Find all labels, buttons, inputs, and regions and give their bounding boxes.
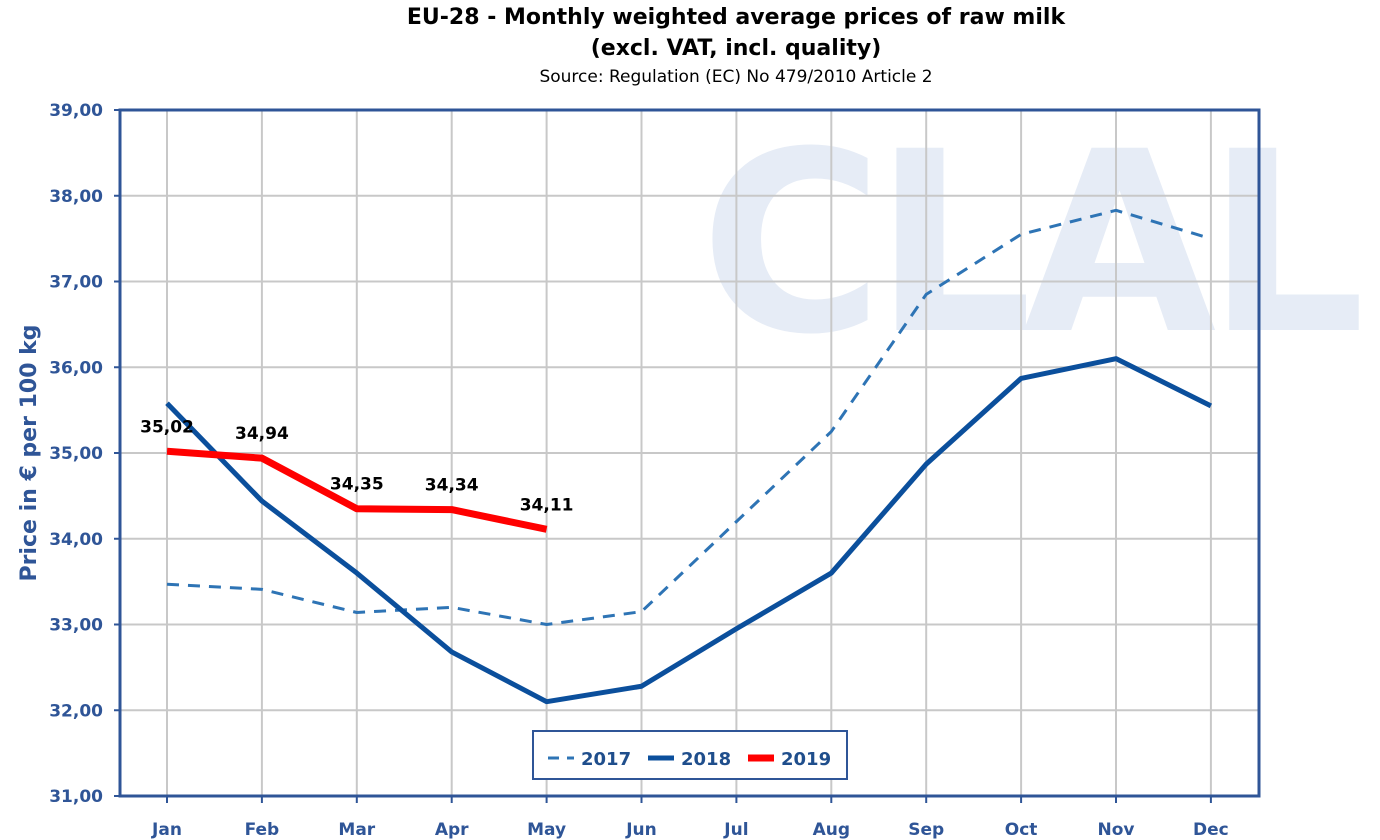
y-tick-label: 34,00 <box>49 530 103 550</box>
chart-title-line1: EU-28 - Monthly weighted average prices … <box>407 5 1067 30</box>
data-label: 34,11 <box>520 495 574 515</box>
legend-label-2018: 2018 <box>681 749 731 770</box>
y-tick-label: 37,00 <box>49 273 103 293</box>
legend-box <box>532 730 848 780</box>
x-tick-label: May <box>527 820 566 840</box>
chart-subtitle: Source: Regulation (EC) No 479/2010 Arti… <box>539 67 932 87</box>
x-tick-label: Feb <box>245 820 280 840</box>
legend-label-2019: 2019 <box>781 749 831 770</box>
data-label: 34,94 <box>235 424 289 444</box>
y-axis: 31,00 32,00 33,00 34,00 35,00 36,00 37,00 38,00… <box>49 101 120 807</box>
x-tick-label: Jan <box>151 820 182 840</box>
series-line-2019 <box>166 447 548 533</box>
y-tick-label: 32,00 <box>49 701 103 721</box>
legend: 2017 2018 2019 <box>532 730 848 780</box>
x-tick-label: Dec <box>1193 820 1229 840</box>
series-layer <box>165 208 1213 705</box>
x-tick-label: Jun <box>625 820 657 840</box>
data-labels: 35,02 34,94 34,35 34,34 34,11 <box>140 417 573 515</box>
chart-title-line2: (excl. VAT, incl. quality) <box>591 36 882 61</box>
y-tick-label: 36,00 <box>49 358 103 378</box>
data-label: 35,02 <box>140 417 194 437</box>
data-label: 34,35 <box>330 475 384 495</box>
x-tick-label: Apr <box>435 820 469 840</box>
data-label: 34,34 <box>425 476 479 496</box>
x-tick-label: Jul <box>723 820 748 840</box>
x-tick-label: Aug <box>813 820 850 840</box>
x-tick-label: Sep <box>908 820 944 840</box>
y-tick-label: 38,00 <box>49 187 103 207</box>
y-tick-label: 31,00 <box>49 787 103 807</box>
legend-label-2017: 2017 <box>581 749 631 770</box>
series-line-2018 <box>165 356 1213 705</box>
x-axis: Jan Feb Mar Apr May Jun Jul Aug Sep Oct Nov Dec <box>151 796 1229 840</box>
x-tick-label: Mar <box>338 820 375 840</box>
x-tick-label: Oct <box>1005 820 1038 840</box>
y-tick-label: 39,00 <box>49 101 103 121</box>
y-axis-label: Price in € per 100 kg <box>17 324 42 581</box>
y-tick-label: 33,00 <box>49 616 103 636</box>
y-tick-label: 35,00 <box>49 444 103 464</box>
x-tick-label: Nov <box>1098 820 1135 840</box>
series-line-2017 <box>166 208 1212 626</box>
